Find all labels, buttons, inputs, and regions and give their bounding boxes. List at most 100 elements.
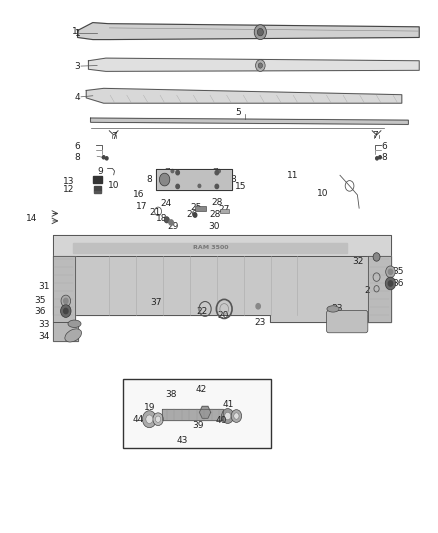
Text: 30: 30 xyxy=(208,222,219,231)
Circle shape xyxy=(61,295,71,307)
Text: 33: 33 xyxy=(332,304,343,313)
Text: 19: 19 xyxy=(144,402,155,411)
Text: 24: 24 xyxy=(160,199,172,208)
Circle shape xyxy=(379,156,381,159)
Circle shape xyxy=(153,413,163,425)
Circle shape xyxy=(389,281,392,286)
Text: 7: 7 xyxy=(164,167,170,176)
Circle shape xyxy=(218,169,220,173)
Circle shape xyxy=(169,220,173,225)
Circle shape xyxy=(389,269,392,274)
Text: 44: 44 xyxy=(133,415,144,424)
Text: 7: 7 xyxy=(372,131,378,140)
Circle shape xyxy=(146,415,153,423)
Text: 31: 31 xyxy=(38,282,50,291)
Text: 35: 35 xyxy=(392,268,404,276)
Ellipse shape xyxy=(65,329,81,342)
Polygon shape xyxy=(53,256,391,322)
Text: 3: 3 xyxy=(74,62,81,70)
Circle shape xyxy=(102,156,105,159)
Circle shape xyxy=(376,157,378,160)
Text: 23: 23 xyxy=(254,318,266,327)
Circle shape xyxy=(385,277,396,290)
Text: 6: 6 xyxy=(381,142,387,151)
Bar xyxy=(94,191,102,193)
Text: 5: 5 xyxy=(236,108,241,117)
Text: 1: 1 xyxy=(74,29,81,38)
Ellipse shape xyxy=(327,306,339,312)
Text: 22: 22 xyxy=(196,306,207,316)
Polygon shape xyxy=(91,118,408,124)
Text: 28: 28 xyxy=(211,198,223,207)
Circle shape xyxy=(215,171,219,175)
Text: 16: 16 xyxy=(133,190,144,199)
Circle shape xyxy=(254,25,266,39)
Polygon shape xyxy=(86,88,402,103)
Circle shape xyxy=(159,173,170,186)
Polygon shape xyxy=(199,406,211,418)
Text: 35: 35 xyxy=(34,296,46,305)
Circle shape xyxy=(234,413,239,419)
Circle shape xyxy=(255,60,265,71)
Text: 20: 20 xyxy=(218,311,229,320)
Circle shape xyxy=(258,63,262,68)
Circle shape xyxy=(64,298,68,304)
Text: 38: 38 xyxy=(166,390,177,399)
Text: 1: 1 xyxy=(72,27,78,36)
Text: 12: 12 xyxy=(63,185,74,194)
Circle shape xyxy=(386,266,395,278)
Text: 40: 40 xyxy=(215,416,227,425)
Text: 25: 25 xyxy=(191,203,202,212)
Polygon shape xyxy=(78,22,419,39)
Ellipse shape xyxy=(68,320,81,327)
Circle shape xyxy=(222,409,234,423)
Text: 33: 33 xyxy=(38,320,50,329)
Text: 8: 8 xyxy=(381,153,387,162)
Text: 39: 39 xyxy=(192,421,204,430)
Bar xyxy=(220,209,229,214)
Text: 34: 34 xyxy=(39,332,50,341)
Text: 17: 17 xyxy=(136,201,147,211)
Text: 9: 9 xyxy=(98,166,103,175)
Bar xyxy=(195,206,206,211)
Circle shape xyxy=(231,410,242,422)
Circle shape xyxy=(256,304,260,309)
Text: 36: 36 xyxy=(392,279,404,288)
Circle shape xyxy=(176,184,180,189)
Circle shape xyxy=(198,184,201,188)
Polygon shape xyxy=(156,169,232,190)
Circle shape xyxy=(155,416,161,422)
Circle shape xyxy=(176,171,180,175)
Text: 41: 41 xyxy=(223,400,234,409)
Bar xyxy=(94,187,102,191)
Text: 18: 18 xyxy=(156,214,167,223)
Circle shape xyxy=(106,157,108,160)
Polygon shape xyxy=(53,235,391,256)
Text: 14: 14 xyxy=(26,214,38,223)
Text: 8: 8 xyxy=(146,174,152,183)
Text: 2: 2 xyxy=(364,286,370,295)
Bar xyxy=(93,176,102,183)
Text: 7: 7 xyxy=(194,182,199,191)
Circle shape xyxy=(171,169,174,173)
Text: 43: 43 xyxy=(177,436,188,445)
FancyArrowPatch shape xyxy=(257,309,258,312)
Text: 10: 10 xyxy=(108,181,120,190)
Text: 27: 27 xyxy=(219,205,230,214)
Circle shape xyxy=(373,253,380,261)
Text: RAM 3500: RAM 3500 xyxy=(193,245,228,251)
Bar xyxy=(123,379,271,448)
Text: 34: 34 xyxy=(353,318,364,327)
Text: 32: 32 xyxy=(353,257,364,265)
Polygon shape xyxy=(53,322,78,341)
Circle shape xyxy=(257,28,263,36)
Circle shape xyxy=(142,411,156,427)
Text: 29: 29 xyxy=(168,222,179,231)
Text: 13: 13 xyxy=(63,176,74,185)
Circle shape xyxy=(225,413,231,419)
Text: 8: 8 xyxy=(74,153,81,162)
Circle shape xyxy=(64,309,68,314)
Polygon shape xyxy=(53,256,75,322)
Text: 11: 11 xyxy=(287,171,299,180)
FancyBboxPatch shape xyxy=(326,311,368,333)
